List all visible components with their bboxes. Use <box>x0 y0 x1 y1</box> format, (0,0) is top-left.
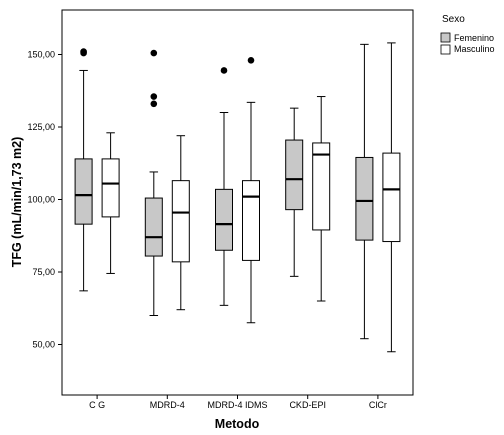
legend-label-masculino: Masculino <box>454 44 495 54</box>
box-femenino-0 <box>74 48 93 292</box>
iqr-box <box>242 180 260 261</box>
x-tick-label: ClCr <box>369 400 387 410</box>
iqr-box <box>74 158 93 225</box>
outlier-point <box>150 49 158 57</box>
y-tick-label: 100,00 <box>27 195 55 205</box>
iqr-box <box>312 142 331 231</box>
legend-swatch-femenino <box>440 32 451 43</box>
x-tick-label: MDRD-4 <box>150 400 185 410</box>
outlier-point <box>150 93 158 100</box>
plot-frame <box>61 9 414 396</box>
box-masculino-2 <box>242 57 260 324</box>
y-tick-label: 125,00 <box>27 122 55 132</box>
y-axis-title: TFG (mL/min/1,73 m2) <box>10 137 24 268</box>
box-masculino-3 <box>312 96 331 302</box>
x-tick-label: C G <box>89 400 105 410</box>
legend: Sexo Femenino Masculino <box>440 14 495 55</box>
y-tick-label: 50,00 <box>32 340 55 350</box>
box-femenino-2 <box>215 67 233 306</box>
y-tick-label: 150,00 <box>27 50 55 60</box>
outlier-point <box>247 57 255 64</box>
iqr-box <box>285 139 304 211</box>
y-tick-label: 75,00 <box>32 267 55 277</box>
iqr-box <box>215 188 233 251</box>
iqr-box <box>101 158 120 218</box>
iqr-box <box>355 156 374 241</box>
legend-swatch-masculino <box>440 44 451 55</box>
box-masculino-0 <box>101 132 120 274</box>
outlier-point <box>150 100 158 108</box>
outlier-point <box>80 48 87 55</box>
outlier-point <box>220 67 228 74</box>
box-masculino-1 <box>171 135 190 311</box>
legend-title: Sexo <box>442 14 465 25</box>
box-femenino-3 <box>285 107 304 277</box>
box-masculino-4 <box>382 42 401 353</box>
box-femenino-1 <box>144 49 163 316</box>
x-tick-label: MDRD-4 IDMS <box>208 400 268 410</box>
x-tick-label: CKD-EPI <box>289 400 326 410</box>
iqr-box <box>144 197 163 257</box>
box-femenino-4 <box>355 43 374 340</box>
iqr-box <box>171 180 190 263</box>
x-axis-title: Metodo <box>215 417 260 431</box>
iqr-box <box>382 152 401 243</box>
legend-label-femenino: Femenino <box>454 33 494 43</box>
